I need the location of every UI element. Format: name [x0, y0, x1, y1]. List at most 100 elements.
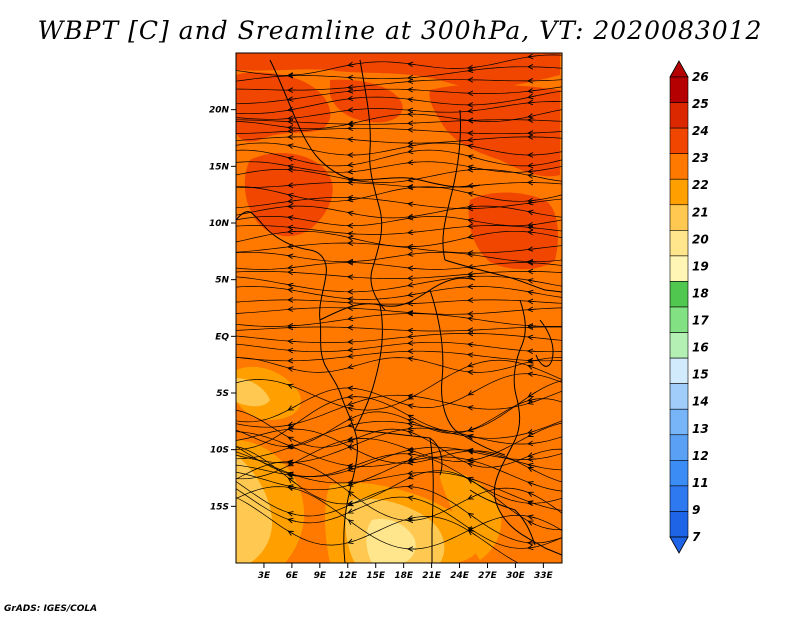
- lon-tick-label: 6E: [286, 571, 299, 581]
- streamline-arrow: [350, 64, 357, 65]
- streamline-arrow: [410, 254, 417, 255]
- streamline-arrow: [530, 171, 537, 172]
- streamline-arrow: [470, 464, 477, 466]
- streamline-arrow: [530, 443, 537, 444]
- streamline-arrow: [236, 81, 237, 82]
- streamline-arrow: [410, 454, 417, 455]
- streamline-arrow: [530, 465, 537, 466]
- streamline-arrow: [410, 428, 417, 429]
- streamline-arrow: [530, 309, 537, 310]
- streamline-arrow: [236, 497, 237, 498]
- streamline-arrow: [236, 488, 237, 489]
- streamline-arrow: [350, 139, 357, 140]
- streamline-arrow: [530, 547, 537, 548]
- streamline-arrow: [290, 473, 297, 475]
- lat-tick-label: 15N: [209, 162, 230, 172]
- streamline-arrow: [410, 396, 417, 397]
- colorbar-label: 13: [692, 422, 709, 436]
- streamline-arrow: [530, 56, 537, 57]
- colorbar-max-arrow: [669, 60, 689, 78]
- streamline-arrow: [350, 502, 357, 505]
- streamline-arrow: [410, 449, 417, 450]
- streamline-arrow: [290, 446, 297, 449]
- streamline-arrow: [350, 110, 357, 111]
- streamline: [236, 451, 562, 511]
- streamline-arrow: [470, 480, 477, 484]
- streamline-arrow: [236, 445, 237, 447]
- lon-tick-label: 15E: [366, 571, 386, 581]
- streamline-arrow: [350, 98, 357, 99]
- streamline-arrow: [290, 520, 297, 522]
- streamline-arrow: [410, 336, 417, 337]
- streamline: [236, 390, 562, 428]
- streamline: [236, 486, 562, 550]
- streamline: [236, 488, 562, 549]
- map-plot-area: [236, 53, 562, 563]
- colorbar: 26 25 24 23 22 21 20 19 18 17 16 15 14 13 12 11 9 7: [669, 60, 709, 554]
- streamline-arrow: [470, 495, 477, 498]
- colorbar-swatch: [669, 102, 689, 129]
- colorbar-swatch: [669, 178, 689, 206]
- streamline-arrow: [530, 165, 537, 166]
- streamline-arrow: [290, 118, 297, 119]
- streamline-arrow: [470, 364, 477, 366]
- colorbar-label: 17: [692, 314, 709, 328]
- streamline-arrow: [350, 366, 357, 368]
- streamline-arrow: [350, 356, 357, 357]
- streamline-arrow: [410, 99, 417, 100]
- streamline-arrow: [530, 228, 537, 229]
- streamline-arrow: [236, 440, 237, 441]
- streamline-arrow: [236, 150, 237, 151]
- latitude-axis: 20N 15N 10N 5N EQ 5S 10S 15S: [209, 106, 236, 512]
- streamline-arrow: [470, 391, 477, 394]
- colorbar-swatch: [669, 153, 689, 180]
- streamline-arrow: [410, 406, 417, 407]
- streamline-arrow: [530, 502, 537, 504]
- streamline-arrow: [530, 391, 537, 396]
- streamline-arrow: [290, 128, 297, 129]
- streamline-arrow: [470, 193, 477, 195]
- colorbar-swatch: [669, 485, 689, 512]
- grads-credit: GrADS: IGES/COLA: [4, 604, 98, 614]
- colorbar-label: 11: [692, 476, 709, 490]
- colorbar-label: 21: [692, 205, 709, 219]
- streamline: [236, 446, 562, 504]
- streamline-arrow: [290, 246, 297, 247]
- lat-tick-label: 20N: [209, 106, 230, 116]
- lon-tick-label: 33E: [534, 571, 554, 581]
- colorbar-swatch: [669, 408, 689, 436]
- streamline-arrow: [236, 219, 237, 221]
- streamline-arrow: [530, 454, 537, 456]
- streamline-arrow: [410, 294, 417, 295]
- streamline-arrow: [410, 416, 417, 419]
- streamline-arrow: [530, 202, 537, 203]
- streamline-arrow: [410, 284, 417, 285]
- streamline-arrow: [530, 483, 537, 485]
- streamline-arrow: [350, 388, 357, 389]
- streamline-arrow: [350, 447, 357, 450]
- colorbar-label: 24: [692, 124, 709, 138]
- streamline-arrow: [530, 212, 537, 213]
- streamline-arrow: [236, 446, 237, 447]
- streamline-arrow: [290, 227, 297, 228]
- streamline-arrow: [290, 532, 297, 535]
- colorbar-swatch: [669, 383, 689, 410]
- streamline-arrow: [470, 156, 477, 158]
- streamline-arrow: [410, 151, 417, 152]
- colorbar-swatch: [669, 76, 689, 103]
- colorbar-label: 15: [692, 368, 709, 382]
- colorbar-label: 23: [692, 151, 709, 165]
- streamline-arrow: [236, 252, 237, 254]
- streamline-arrow: [410, 77, 417, 78]
- streamline-arrow: [290, 166, 297, 167]
- streamline-arrow: [530, 224, 537, 225]
- streamline-arrow: [470, 515, 477, 519]
- streamline-arrow: [530, 493, 537, 496]
- colorbar-swatch: [669, 460, 689, 487]
- streamline-arrow: [290, 350, 297, 351]
- colorbar-label: 25: [692, 97, 709, 111]
- lon-tick-label: 9E: [314, 571, 327, 581]
- streamline-arrow: [410, 473, 417, 474]
- lat-tick-label: 5N: [215, 276, 229, 286]
- streamline-arrow: [350, 171, 357, 172]
